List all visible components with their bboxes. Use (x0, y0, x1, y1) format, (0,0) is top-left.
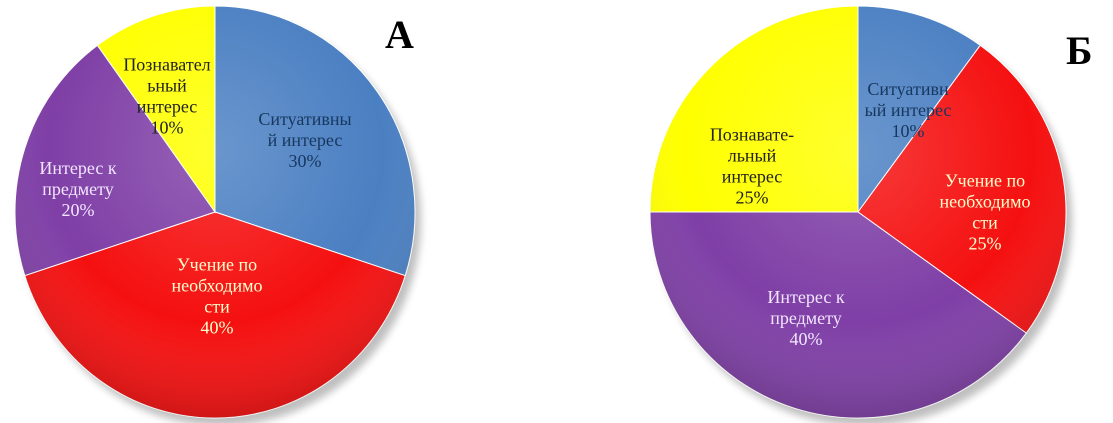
slice-data-label: Ситуативны й интерес 30% (258, 109, 351, 171)
slice-category-label: ьный (147, 76, 187, 96)
chart-b-title: Б (1066, 28, 1092, 73)
chart-a-title: А (385, 12, 414, 57)
slice-category-label: Интерес к (39, 158, 116, 178)
slice-value-label: 40% (201, 318, 234, 338)
slice-value-label: 25% (969, 234, 1002, 254)
slice-data-label: Учение по необходимо сти 25% (939, 171, 1030, 254)
slice-data-label: Интерес к предмету 20% (39, 158, 116, 220)
slice-category-label: сти (972, 213, 998, 233)
slice-data-label: Ситуативн ый интерес 10% (865, 79, 952, 141)
slice-value-label: 30% (289, 151, 322, 171)
slice-category-label: Учение по (945, 171, 1025, 191)
slice-category-label: сти (204, 297, 230, 317)
slice-data-label: Познавател ьный интерес 10% (123, 55, 210, 138)
slice-category-label: предмету (42, 179, 114, 199)
slice-category-label: Учение по (177, 255, 257, 275)
slice-value-label: 10% (892, 121, 925, 141)
slice-data-label: Учение по необходимо сти 40% (171, 255, 262, 338)
slice-category-label: льный (728, 146, 777, 166)
slice-value-label: 40% (790, 329, 823, 349)
slice-data-label: Интерес к предмету 40% (767, 287, 844, 349)
slice-category-label: Ситуативны (258, 109, 351, 129)
slice-category-label: интерес (722, 167, 783, 187)
slice-category-label: Познавате- (710, 125, 794, 145)
slice-value-label: 20% (62, 200, 95, 220)
slice-category-label: Ситуативн (867, 79, 949, 99)
slice-category-label: й интерес (268, 130, 343, 150)
slice-category-label: Интерес к (767, 287, 844, 307)
slice-category-label: необходимо (171, 276, 262, 296)
slice-category-label: Познавател (123, 55, 210, 75)
slice-value-label: 25% (736, 188, 769, 208)
slice-category-label: ый интерес (865, 100, 952, 120)
slice-data-label: Познавате-льный интерес 25% (710, 125, 794, 208)
slice-value-label: 10% (151, 118, 184, 138)
slice-category-label: интерес (137, 97, 198, 117)
slice-category-label: предмету (770, 308, 842, 328)
slice-category-label: необходимо (939, 192, 1030, 212)
pie-chart-a: Ситуативны й интерес 30% Учение по необходим… (14, 5, 421, 423)
pie-chart-b: Ситуативн ый интерес 10% Учение по необходим… (649, 5, 1092, 423)
